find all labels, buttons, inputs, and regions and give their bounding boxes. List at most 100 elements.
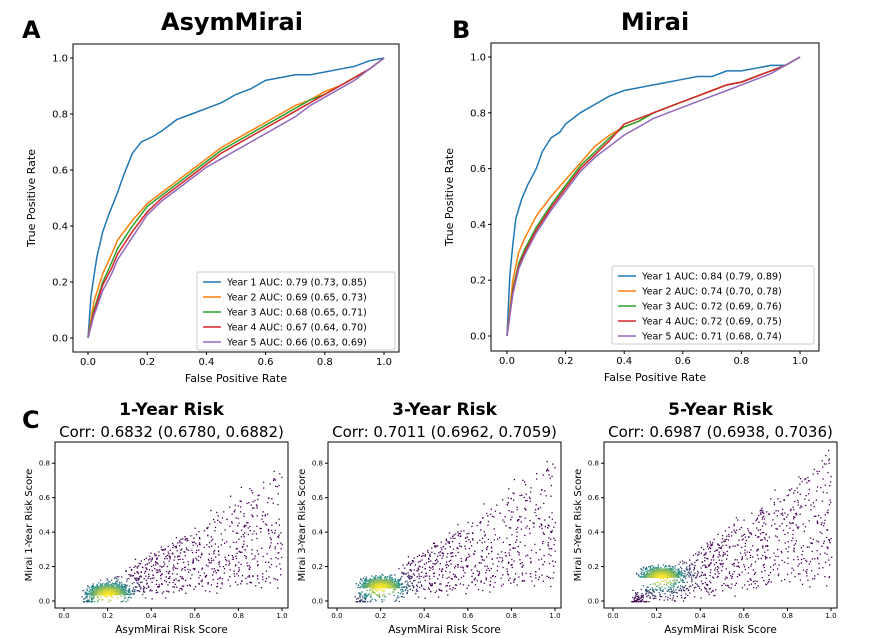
scatter-point	[168, 572, 170, 575]
scatter-point	[394, 587, 396, 590]
scatter-point	[713, 538, 715, 540]
scatter-point	[408, 576, 410, 578]
scatter-point	[104, 591, 106, 594]
scatter-point	[232, 556, 234, 558]
scatter-point	[270, 538, 272, 541]
scatter-point	[683, 590, 686, 592]
scatter-point	[490, 541, 492, 544]
scatter-point	[772, 519, 774, 521]
scatter-point	[217, 515, 219, 517]
scatter-point	[232, 530, 234, 532]
scatter-point	[109, 593, 112, 595]
scatter-point	[115, 593, 118, 595]
scatter-point	[525, 527, 527, 529]
scatter-point	[113, 590, 115, 593]
scatter-point	[776, 528, 778, 530]
scatter-point	[120, 588, 122, 590]
scatter-point	[442, 555, 444, 557]
scatter-point	[746, 551, 748, 553]
scatter-point	[274, 479, 277, 481]
scatter-point	[87, 592, 89, 595]
scatter-point	[734, 559, 736, 561]
scatter-point	[648, 574, 650, 576]
scatter-point	[681, 575, 683, 577]
scatter-point	[655, 597, 657, 599]
scatter-point	[738, 566, 740, 568]
scatter-point	[379, 585, 381, 587]
scatter-point	[252, 558, 254, 560]
scatter-point	[679, 576, 681, 578]
scatter-point	[148, 573, 150, 576]
scatter-point	[696, 583, 698, 585]
scatter-point	[658, 587, 661, 589]
scatter-point	[735, 582, 737, 584]
scatter-point	[829, 564, 831, 566]
scatter-point	[371, 580, 373, 582]
scatter-point	[229, 562, 231, 564]
scatter-point	[544, 490, 546, 492]
scatter-point	[485, 579, 487, 581]
scatter-point	[364, 597, 367, 599]
x-tick-label: 1.0	[549, 612, 560, 620]
scatter-point	[241, 580, 243, 582]
scatter-point	[514, 578, 516, 580]
scatter-point	[127, 596, 129, 599]
scatter-point	[137, 572, 139, 575]
scatter-point	[391, 591, 394, 593]
scatter-point	[651, 569, 653, 572]
scatter-point	[419, 586, 421, 589]
roc-asym-axes-frame	[72, 43, 400, 353]
scatter-point	[807, 476, 809, 479]
scatter-point	[824, 552, 826, 554]
scatter-point	[818, 567, 820, 569]
scatter-point	[241, 546, 244, 548]
scatter-point	[450, 555, 453, 558]
scatter-point	[813, 578, 816, 580]
scatter-point	[357, 584, 360, 586]
scatter-point	[84, 591, 87, 593]
scatter-point	[157, 591, 159, 593]
scatter-point	[652, 573, 655, 575]
scatter-point	[774, 563, 776, 565]
scatter-point	[115, 587, 117, 590]
scatter-point	[733, 525, 735, 527]
scatter-point	[422, 554, 424, 557]
scatter-point	[237, 525, 239, 527]
scatter-point	[211, 560, 213, 562]
scatter-point	[205, 564, 208, 566]
scatter-point	[112, 583, 114, 585]
scatter-point	[659, 574, 661, 576]
scatter-point	[694, 582, 697, 584]
scatter-point	[810, 504, 812, 506]
scatter-point	[706, 566, 708, 568]
scatter-point	[245, 556, 247, 558]
x-tick-label: 0.8	[233, 612, 244, 620]
scatter-point	[112, 591, 114, 593]
scatter-point	[808, 563, 810, 565]
scatter-point	[118, 586, 120, 589]
scatter-point	[105, 591, 107, 593]
scatter-point	[742, 538, 744, 540]
scatter-point	[721, 565, 724, 568]
scatter-point	[799, 573, 801, 575]
scatter-point	[486, 556, 488, 558]
scatter-point	[683, 586, 685, 589]
scatter-point	[703, 586, 706, 589]
scatter-point	[424, 554, 426, 556]
scatter-point	[210, 509, 212, 512]
scatter-point	[84, 598, 86, 600]
scatter-point	[274, 546, 276, 548]
scatter-point	[193, 537, 195, 539]
scatter-point	[381, 599, 383, 601]
scatter-point	[151, 598, 153, 600]
scatter-point	[678, 573, 680, 575]
scatter-point	[163, 553, 165, 555]
scatter-point	[417, 596, 420, 598]
scatter-point	[698, 585, 700, 587]
scatter-point	[683, 589, 685, 591]
scatter-point	[466, 533, 468, 535]
scatter-point	[192, 544, 194, 546]
scatter-point	[186, 548, 188, 551]
scatter-point	[710, 562, 712, 564]
scatter-point	[411, 582, 413, 584]
